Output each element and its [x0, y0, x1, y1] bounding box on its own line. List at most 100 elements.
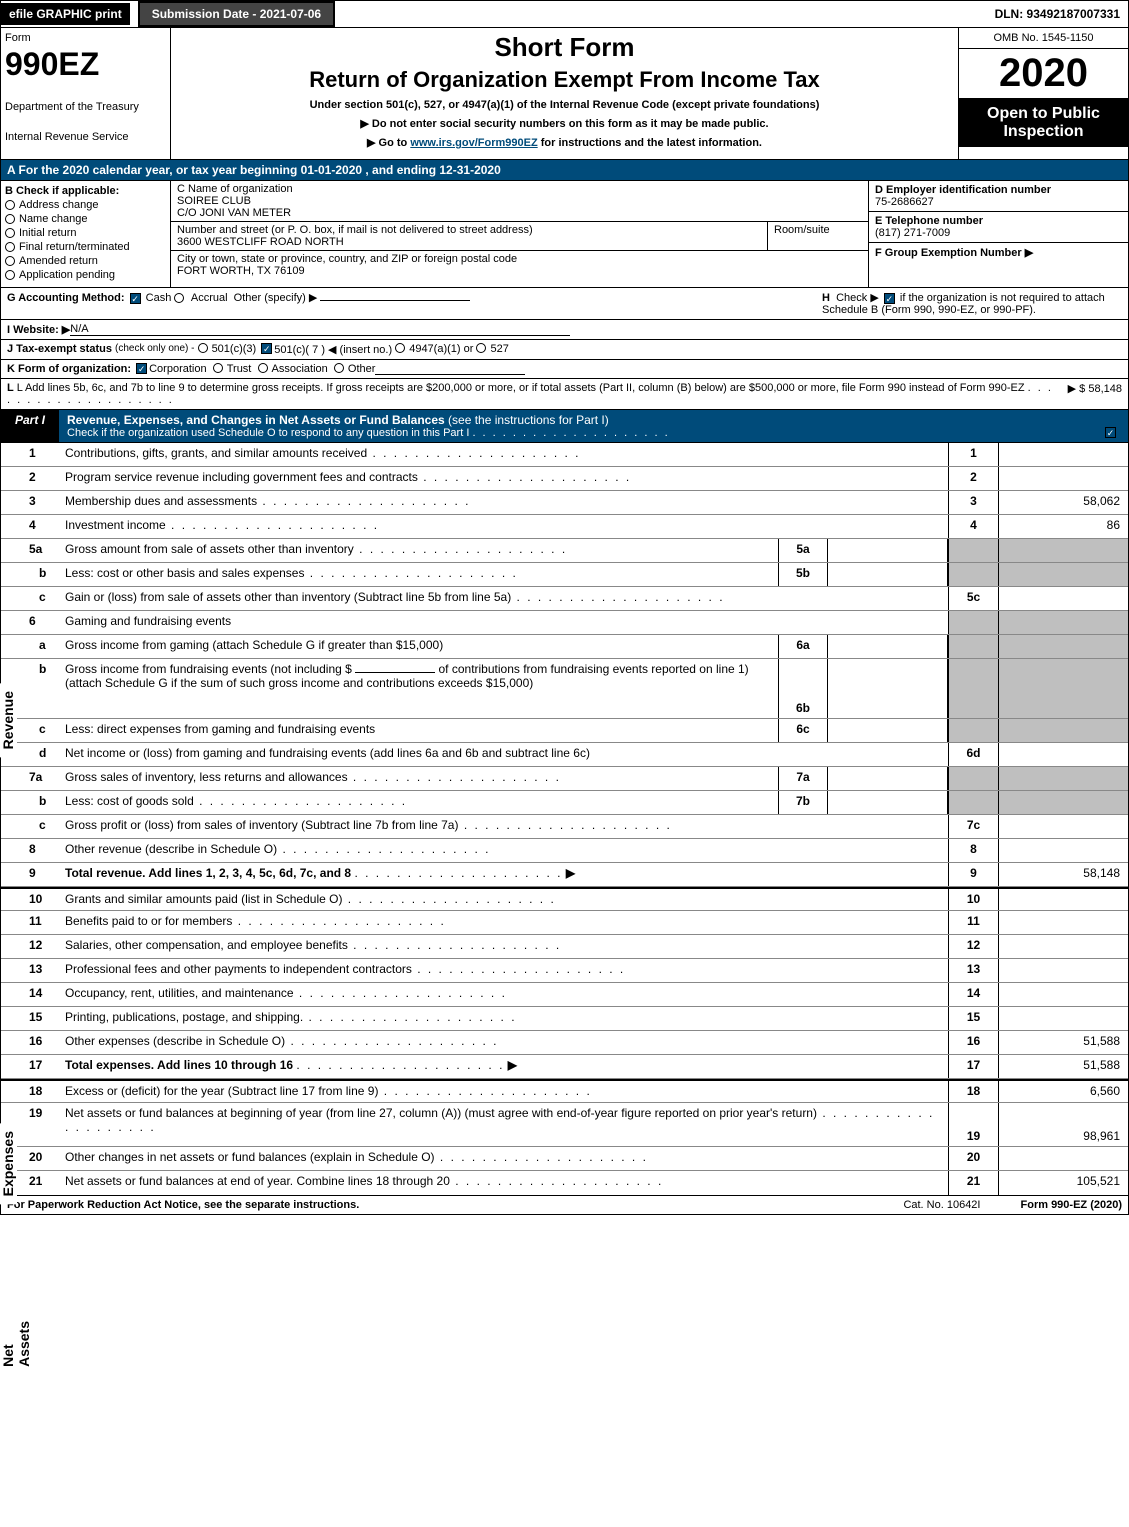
line-17-box: 17	[948, 1055, 998, 1078]
line-6b-desc: Gross income from fundraising events (no…	[61, 659, 778, 718]
h-checkbox[interactable]	[884, 293, 895, 304]
check-final-return[interactable]: Final return/terminated	[5, 241, 166, 253]
notice-ssn: ▶ Do not enter social security numbers o…	[179, 117, 950, 130]
accrual-radio[interactable]	[174, 293, 184, 303]
org-name-cell: C Name of organization SOIREE CLUB C/O J…	[171, 181, 868, 222]
line-3: 3 Membership dues and assessments 3 58,0…	[1, 491, 1128, 515]
h-check-text: Check ▶	[836, 292, 879, 304]
check-initial-return[interactable]: Initial return	[5, 227, 166, 239]
line-9-box: 9	[948, 863, 998, 886]
other-specify-input[interactable]	[320, 300, 470, 301]
line-2-num: 2	[1, 467, 61, 490]
check-amended-return[interactable]: Amended return	[5, 255, 166, 267]
k-trust-radio[interactable]	[213, 363, 223, 373]
line-9-num: 9	[1, 863, 61, 886]
check-application-pending[interactable]: Application pending	[5, 269, 166, 281]
part1-schedule-o-checkbox[interactable]	[1105, 427, 1116, 438]
line-21-val: 105,521	[998, 1171, 1128, 1195]
line-8-desc: Other revenue (describe in Schedule O)	[61, 839, 948, 862]
line-3-num: 3	[1, 491, 61, 514]
line-14-desc: Occupancy, rent, utilities, and maintena…	[61, 983, 948, 1006]
form-word: Form	[5, 32, 166, 44]
line-20-desc: Other changes in net assets or fund bala…	[61, 1147, 948, 1170]
line-3-desc: Membership dues and assessments	[61, 491, 948, 514]
section-b: B Check if applicable: Address change Na…	[1, 181, 171, 287]
k-corp-checkbox[interactable]	[136, 363, 147, 374]
line-5c-desc: Gain or (loss) from sale of assets other…	[61, 587, 948, 610]
line-5b-box	[948, 563, 998, 586]
line-9-val: 58,148	[998, 863, 1128, 886]
line-7c-num: c	[1, 815, 61, 838]
line-18-desc: Excess or (deficit) for the year (Subtra…	[61, 1081, 948, 1102]
header-left: Form 990EZ Department of the Treasury In…	[1, 28, 171, 159]
line-g: G Accounting Method: Cash Accrual Other …	[7, 291, 470, 316]
line-20: 20 Other changes in net assets or fund b…	[1, 1147, 1128, 1171]
check-name-change[interactable]: Name change	[5, 213, 166, 225]
line-14: 14 Occupancy, rent, utilities, and maint…	[1, 983, 1128, 1007]
ein-value: 75-2686627	[875, 196, 1122, 208]
line-10-num: 10	[1, 889, 61, 910]
print-link[interactable]: print	[95, 7, 122, 21]
line-14-box: 14	[948, 983, 998, 1006]
line-6b-mid: 6b	[778, 659, 828, 718]
line-6-box	[948, 611, 998, 634]
row-l: L L Add lines 5b, 6c, and 7b to line 9 t…	[1, 379, 1128, 409]
line-1-desc: Contributions, gifts, grants, and simila…	[61, 443, 948, 466]
ein-label: D Employer identification number	[875, 184, 1122, 196]
k-other-input[interactable]	[375, 363, 525, 375]
goto-post: for instructions and the latest informat…	[541, 137, 762, 149]
section-d: D Employer identification number 75-2686…	[869, 181, 1128, 212]
submission-date: Submission Date - 2021-07-06	[138, 1, 335, 27]
line-4-val: 86	[998, 515, 1128, 538]
line-18-num: 18	[1, 1081, 61, 1102]
line-18-val: 6,560	[998, 1081, 1128, 1102]
line-6-val	[998, 611, 1128, 634]
line-1-val	[998, 443, 1128, 466]
k-other-radio[interactable]	[334, 363, 344, 373]
part1-title-text: Revenue, Expenses, and Changes in Net As…	[67, 413, 445, 427]
k-other: Other	[348, 363, 376, 375]
irs-link[interactable]: www.irs.gov/Form990EZ	[410, 137, 537, 149]
line-5b-desc: Less: cost or other basis and sales expe…	[61, 563, 778, 586]
irs-label: Internal Revenue Service	[5, 131, 166, 143]
line-4: 4 Investment income 4 86	[1, 515, 1128, 539]
j-4947-radio[interactable]	[395, 343, 405, 353]
efile-text: efile GRAPHIC	[9, 7, 92, 21]
line-15: 15 Printing, publications, postage, and …	[1, 1007, 1128, 1031]
j-527-radio[interactable]	[476, 343, 486, 353]
line-16-desc: Other expenses (describe in Schedule O)	[61, 1031, 948, 1054]
cash-checkbox[interactable]	[130, 293, 141, 304]
k-assoc-radio[interactable]	[258, 363, 268, 373]
line-13-box: 13	[948, 959, 998, 982]
room-suite: Room/suite	[768, 222, 868, 250]
j-501c: 501(c)( 7 ) ◀ (insert no.)	[274, 343, 392, 356]
line-7b-num: b	[1, 791, 61, 814]
line-6b-input[interactable]	[355, 672, 435, 673]
line-1: 1 Contributions, gifts, grants, and simi…	[1, 443, 1128, 467]
line-3-box: 3	[948, 491, 998, 514]
city-cell: City or town, state or province, country…	[171, 251, 868, 279]
line-6a-num: a	[1, 635, 61, 658]
k-assoc: Association	[272, 363, 328, 375]
j-501c3-radio[interactable]	[198, 343, 208, 353]
line-6c-mid: 6c	[778, 719, 828, 742]
line-7a-val	[998, 767, 1128, 790]
line-4-box: 4	[948, 515, 998, 538]
line-11: 11 Benefits paid to or for members 11	[1, 911, 1128, 935]
line-5a-val	[998, 539, 1128, 562]
j-501c-checkbox[interactable]	[261, 343, 272, 354]
i-label: I Website: ▶	[7, 323, 70, 336]
line-7a-num: 7a	[1, 767, 61, 790]
line-17-desc: Total expenses. Add lines 10 through 16 …	[61, 1055, 948, 1078]
line-6: 6 Gaming and fundraising events	[1, 611, 1128, 635]
under-section: Under section 501(c), 527, or 4947(a)(1)…	[179, 99, 950, 111]
header-right: OMB No. 1545-1150 2020 Open to Public In…	[958, 28, 1128, 159]
notice-goto: ▶ Go to www.irs.gov/Form990EZ for instru…	[179, 136, 950, 149]
short-form-title: Short Form	[179, 32, 950, 63]
line-2: 2 Program service revenue including gove…	[1, 467, 1128, 491]
line-6a-midval	[828, 635, 948, 658]
section-e: E Telephone number (817) 271-7009	[869, 212, 1128, 243]
line-6a: a Gross income from gaming (attach Sched…	[1, 635, 1128, 659]
check-address-change[interactable]: Address change	[5, 199, 166, 211]
line-11-box: 11	[948, 911, 998, 934]
